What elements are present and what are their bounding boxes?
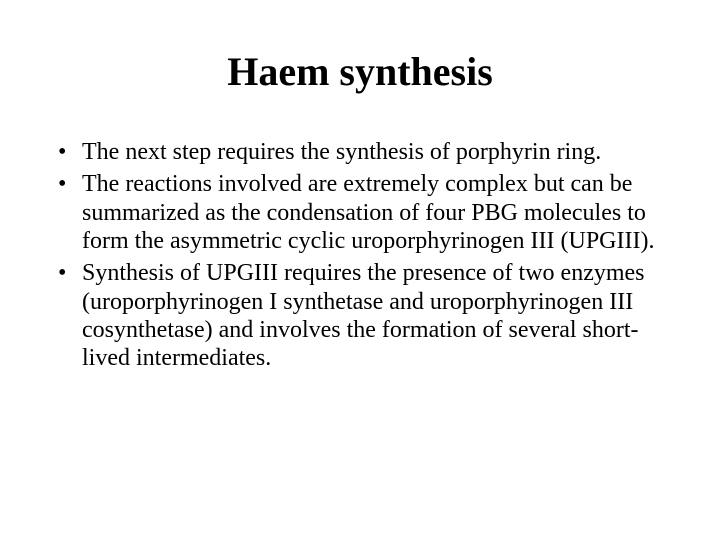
slide: Haem synthesis The next step requires th… [0,0,720,540]
list-item: Synthesis of UPGIII requires the presenc… [58,259,662,372]
slide-title: Haem synthesis [58,50,662,94]
list-item: The next step requires the synthesis of … [58,138,662,166]
bullet-list: The next step requires the synthesis of … [58,138,662,373]
list-item: The reactions involved are extremely com… [58,170,662,255]
